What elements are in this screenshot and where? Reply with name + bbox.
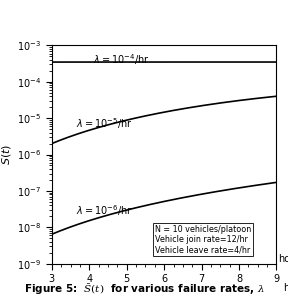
Text: Figure 5:  $\bar{S}(t)$  for various failure rates, $\lambda$: Figure 5: $\bar{S}(t)$ for various failu… (24, 282, 264, 297)
Text: hours: hours (283, 283, 288, 293)
Text: $\lambda = 10^{-4}$/hr: $\lambda = 10^{-4}$/hr (93, 52, 149, 67)
Text: N = 10 vehicles/platoon
Vehicle join rate=12/hr
Vehicle leave rate=4/hr: N = 10 vehicles/platoon Vehicle join rat… (155, 225, 251, 254)
Text: $\lambda = 10^{-5}$/hr: $\lambda = 10^{-5}$/hr (76, 116, 133, 131)
Y-axis label: $\bar{S}(t)$: $\bar{S}(t)$ (0, 144, 14, 165)
Text: $\lambda = 10^{-6}$/hr: $\lambda = 10^{-6}$/hr (76, 204, 133, 218)
Text: hours: hours (278, 254, 288, 264)
